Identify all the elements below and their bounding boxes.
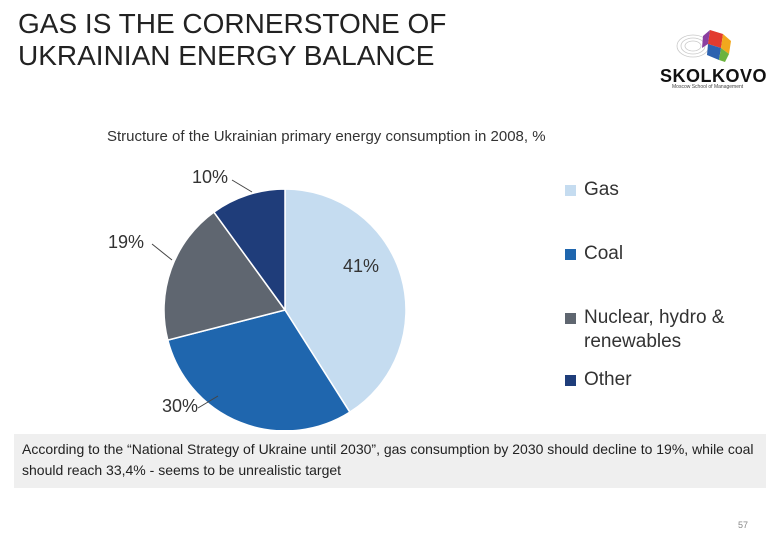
logo-name: SKOLKOVO — [660, 66, 768, 86]
leader-line — [151, 243, 173, 261]
data-label: 41% — [343, 256, 379, 276]
legend-label: Gas — [584, 178, 619, 202]
page-number: 57 — [738, 520, 749, 530]
logo-tagline: Moscow School of Management — [672, 84, 744, 90]
legend-label: Coal — [584, 242, 623, 266]
leader-line — [231, 179, 253, 193]
pie-chart: 41% 30% 19% 10% — [108, 167, 407, 430]
data-label: 30% — [162, 396, 198, 416]
legend-label-line: Other — [584, 369, 632, 390]
legend-label-line: Nuclear, hydro & — [584, 307, 725, 328]
legend-swatch — [565, 185, 576, 196]
legend-label-line: Coal — [584, 243, 624, 264]
data-label: 19% — [108, 232, 144, 252]
data-label: 10% — [192, 167, 228, 187]
footnote: According to the “National Strategy of U… — [14, 434, 766, 488]
legend-label: Nuclear, hydro & renewables — [584, 306, 724, 354]
legend-label: Other — [584, 368, 632, 392]
legend-item: Nuclear, hydro & renewables — [565, 306, 724, 354]
legend-label-line: Gas — [584, 179, 619, 200]
slide-title-line-1: GAS IS THE CORNERSTONE OF — [18, 8, 447, 39]
legend-item: Coal — [565, 242, 623, 266]
legend-label-line: renewables — [584, 331, 682, 352]
slide-title: GAS IS THE CORNERSTONE OF UKRAINIAN ENER… — [18, 8, 446, 72]
pie-slice-nuclear-hydro-renewables — [163, 211, 287, 342]
legend-item: Gas — [565, 178, 619, 202]
skolkovo-logo-icon — [676, 30, 731, 62]
leader-line — [197, 395, 219, 409]
slide-title-line-2: UKRAINIAN ENERGY BALANCE — [18, 40, 435, 71]
legend-item: Other — [565, 368, 632, 392]
pie-slice-coal — [166, 309, 351, 430]
logo-cube — [702, 30, 731, 62]
legend-swatch — [565, 249, 576, 260]
legend-swatch — [565, 313, 576, 324]
pie-slice-other — [212, 188, 286, 313]
legend-swatch — [565, 375, 576, 386]
chart-title: Structure of the Ukrainian primary energ… — [107, 128, 546, 145]
